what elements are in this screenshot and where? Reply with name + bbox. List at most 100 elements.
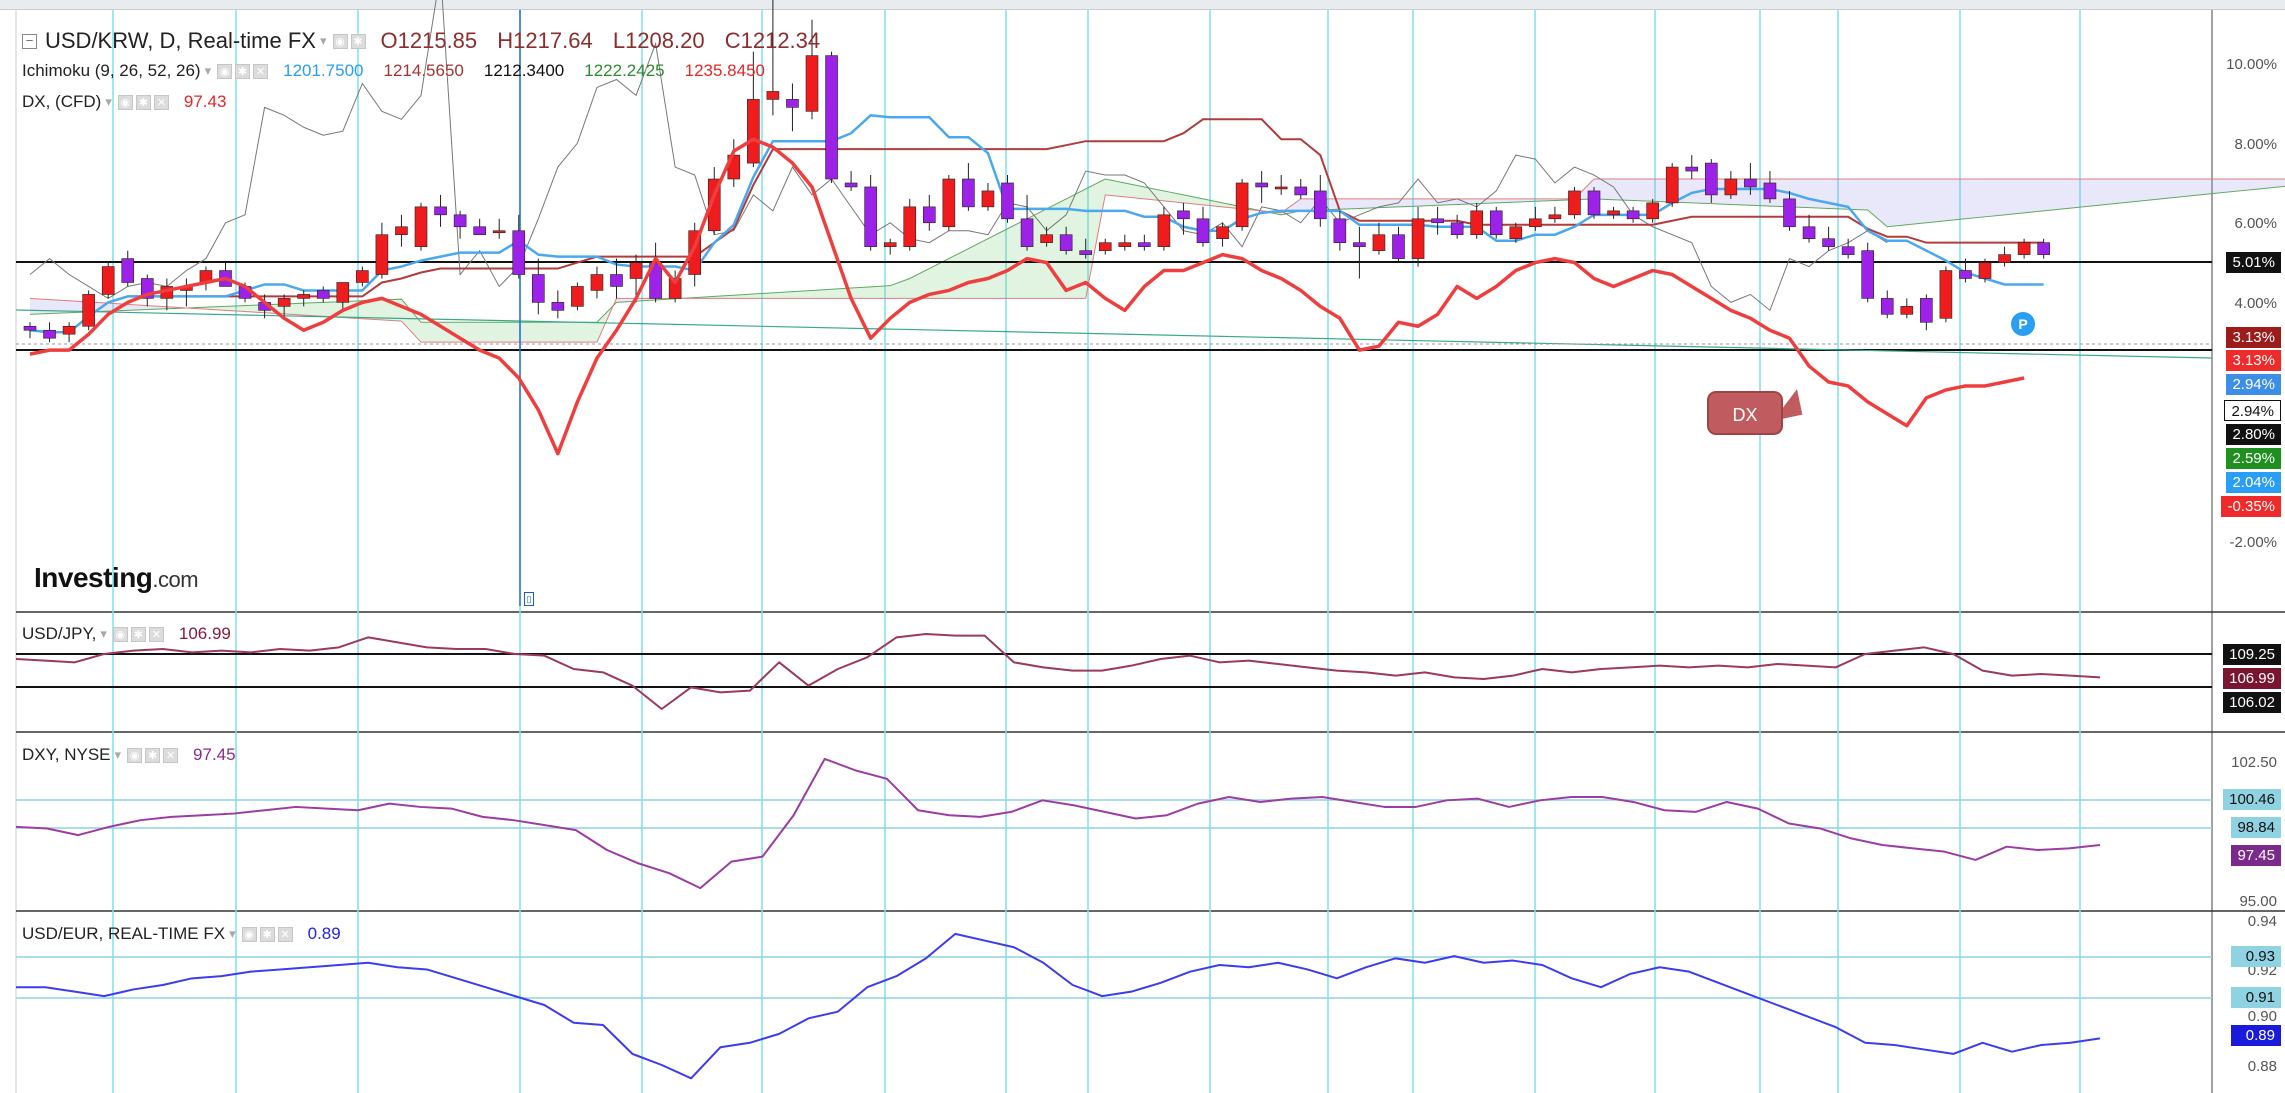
chevron-down-icon[interactable]: ▾ bbox=[204, 63, 212, 78]
candle-body bbox=[1705, 162, 1718, 196]
usdeur-series-line bbox=[16, 932, 2101, 1080]
ichimoku-cloud-segment bbox=[812, 289, 832, 299]
candle-body bbox=[297, 294, 311, 299]
candle-body bbox=[805, 55, 819, 112]
investing-logo[interactable]: Investing.com bbox=[34, 562, 199, 594]
candle-body bbox=[82, 294, 95, 327]
ichimoku-cloud-segment bbox=[303, 302, 324, 317]
chevron-down-icon[interactable]: ▾ bbox=[114, 747, 122, 762]
eye-icon[interactable]: ◉ bbox=[217, 63, 233, 79]
eye-icon[interactable]: ◉ bbox=[117, 94, 133, 110]
ichimoku-cloud-segment bbox=[1887, 179, 1907, 227]
candle-body bbox=[62, 325, 76, 335]
chevron-down-icon[interactable]: ▾ bbox=[229, 926, 236, 941]
trend-line bbox=[15, 309, 2213, 359]
axis-label-3-13-dark[interactable]: 3.13% bbox=[2226, 327, 2281, 348]
candle-body bbox=[1900, 306, 1914, 315]
ichimoku-cloud-segment bbox=[2278, 179, 2285, 187]
candle-body bbox=[1353, 242, 1366, 247]
candle-body bbox=[492, 230, 506, 234]
candle-body bbox=[962, 178, 975, 208]
axis-label-2-94-blue[interactable]: 2.94% bbox=[2226, 374, 2281, 395]
ichimoku-cloud-segment bbox=[1867, 179, 1888, 227]
chevron-down-icon[interactable]: ▾ bbox=[319, 33, 327, 48]
usdjpy-label-106-99[interactable]: 106.99 bbox=[2223, 668, 2281, 689]
candle-body bbox=[1861, 250, 1874, 299]
dx-callout[interactable]: DX bbox=[1707, 391, 1783, 435]
gear-icon[interactable]: ✱ bbox=[259, 926, 275, 942]
usdeur-controls: ◉ ✱ ✕ bbox=[241, 926, 296, 942]
usdjpy-label-109-25[interactable]: 109.25 bbox=[2223, 644, 2281, 665]
candle-body bbox=[610, 274, 623, 287]
eye-icon[interactable]: ◉ bbox=[127, 747, 143, 763]
close-icon[interactable]: ✕ bbox=[253, 63, 269, 79]
gear-icon[interactable]: ✱ bbox=[145, 747, 161, 763]
axis-label-2-59[interactable]: 2.59% bbox=[2226, 448, 2281, 469]
candle-body bbox=[1294, 186, 1308, 196]
usdeur-label-0-91[interactable]: 0.91 bbox=[2231, 987, 2281, 1008]
candle-body bbox=[512, 230, 526, 275]
usdjpy-title[interactable]: USD/JPY, bbox=[22, 624, 97, 643]
chevron-down-icon[interactable]: ▾ bbox=[100, 626, 107, 641]
usdeur-label-0-93[interactable]: 0.93 bbox=[2231, 946, 2281, 967]
ichimoku-span-b-value: 1235.8450 bbox=[684, 61, 765, 80]
gear-icon[interactable]: ✱ bbox=[235, 63, 251, 79]
candle-body bbox=[1822, 238, 1835, 247]
ichimoku-cloud-segment bbox=[1809, 179, 1829, 209]
dxy-label-97-45[interactable]: 97.45 bbox=[2231, 845, 2281, 866]
ichimoku-cloud-segment bbox=[538, 322, 558, 343]
gear-icon[interactable]: ✱ bbox=[130, 626, 146, 642]
axis-label-3-13[interactable]: 3.13% bbox=[2226, 350, 2281, 371]
axis-label-2-80[interactable]: 2.80% bbox=[2226, 424, 2281, 445]
axis-label-minus-0-35[interactable]: -0.35% bbox=[2221, 496, 2281, 517]
close-icon[interactable]: ✕ bbox=[148, 626, 164, 642]
eye-icon[interactable]: ◉ bbox=[332, 33, 348, 49]
eye-icon[interactable]: ◉ bbox=[241, 926, 257, 942]
axis-label-2-94[interactable]: 2.94% bbox=[2224, 400, 2281, 421]
ichimoku-lagging-span bbox=[29, 0, 1888, 312]
ichimoku-cloud-segment bbox=[870, 285, 891, 299]
ichimoku-cloud-segment bbox=[968, 238, 988, 299]
ichimoku-title[interactable]: Ichimoku (9, 26, 52, 26) bbox=[22, 61, 201, 80]
candle-body bbox=[434, 206, 447, 216]
ichimoku-cloud-segment bbox=[1437, 198, 1458, 206]
candle-body bbox=[590, 274, 604, 291]
usdjpy-label-106-02[interactable]: 106.02 bbox=[2223, 692, 2281, 713]
usdeur-title[interactable]: USD/EUR, REAL-TIME FX bbox=[22, 924, 226, 943]
axis-label-2-04[interactable]: 2.04% bbox=[2226, 472, 2281, 493]
ichimoku-cloud-segment bbox=[909, 268, 930, 299]
candle-body bbox=[1392, 234, 1405, 259]
ichimoku-cloud-segment bbox=[2063, 179, 2083, 209]
ichimoku-cloud-segment bbox=[2141, 179, 2161, 201]
candle-body bbox=[1157, 214, 1171, 247]
ichimoku-cloud-segment bbox=[772, 291, 793, 299]
candle-body bbox=[1431, 218, 1444, 224]
candle-body bbox=[981, 190, 995, 208]
gear-icon[interactable]: ✱ bbox=[350, 33, 366, 49]
dxy-label-98-84[interactable]: 98.84 bbox=[2231, 817, 2281, 838]
dx-title[interactable]: DX, (CFD) bbox=[22, 92, 102, 111]
main-symbol-title[interactable]: USD/KRW, D, Real-time FX bbox=[45, 28, 316, 53]
dx-value: 97.43 bbox=[183, 92, 227, 111]
usdeur-value: 0.89 bbox=[307, 924, 341, 943]
dxy-label-100-46[interactable]: 100.46 bbox=[2223, 789, 2281, 810]
ichimoku-cloud-segment bbox=[1339, 198, 1360, 210]
usdeur-label-0-89[interactable]: 0.89 bbox=[2231, 1025, 2281, 1046]
close-icon[interactable]: ✕ bbox=[163, 747, 179, 763]
gear-icon[interactable]: ✱ bbox=[135, 94, 151, 110]
ichimoku-cloud-segment bbox=[127, 304, 148, 311]
usdjpy-legend: USD/JPY, ▾ ◉ ✱ ✕ 106.99 bbox=[22, 623, 251, 645]
eye-icon[interactable]: ◉ bbox=[112, 626, 128, 642]
chevron-down-icon[interactable]: ▾ bbox=[105, 94, 112, 109]
ichimoku-controls: ◉ ✱ ✕ bbox=[217, 63, 271, 79]
collapse-icon[interactable]: − bbox=[22, 33, 37, 49]
close-icon[interactable]: ✕ bbox=[153, 94, 169, 110]
dxy-title[interactable]: DXY, NYSE bbox=[22, 745, 111, 764]
axis-label-5-01[interactable]: 5.01% bbox=[2226, 252, 2281, 273]
ichimoku-span-a-value: 1222.2425 bbox=[584, 61, 665, 80]
close-icon[interactable]: ✕ bbox=[277, 926, 293, 942]
candle-body bbox=[1529, 218, 1542, 228]
candle-body bbox=[2037, 242, 2050, 255]
ichimoku-cloud-segment bbox=[2180, 179, 2201, 197]
